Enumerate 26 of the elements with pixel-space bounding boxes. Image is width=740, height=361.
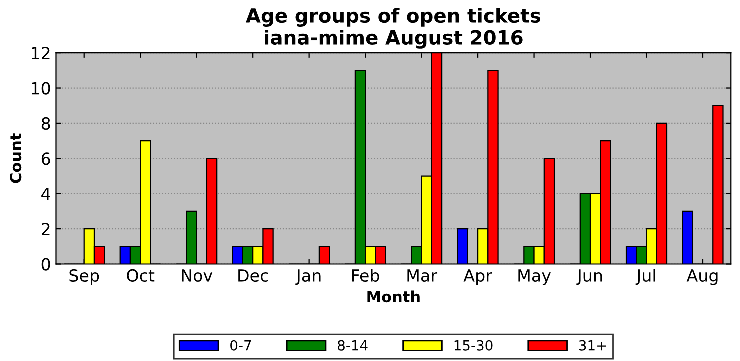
x-tick-label: Apr bbox=[464, 270, 492, 286]
y-tick-label: 10 bbox=[32, 82, 50, 95]
x-tick-label: May bbox=[518, 270, 552, 286]
x-tick-label: Nov bbox=[182, 270, 213, 282]
y-axis-title: Count bbox=[10, 134, 22, 184]
legend-label: 15-30 bbox=[454, 340, 493, 351]
x-tick-label: Mar bbox=[408, 270, 438, 282]
x-tick-label: Aug bbox=[686, 270, 718, 286]
y-tick-label: 0 bbox=[42, 258, 50, 271]
y-tick-label: 2 bbox=[42, 223, 50, 236]
y-tick-label: 8 bbox=[42, 117, 50, 130]
x-tick-label: Jul bbox=[636, 269, 656, 286]
legend-label: 31+ bbox=[579, 340, 606, 351]
x-tick-label: Jan bbox=[296, 270, 321, 286]
legend-label: 8-14 bbox=[338, 340, 368, 351]
x-axis-title: Month bbox=[368, 290, 420, 303]
x-tick-label: Sep bbox=[70, 269, 100, 286]
x-tick-label: Dec bbox=[238, 270, 268, 282]
legend-label: 0-7 bbox=[230, 340, 252, 351]
x-tick-label: Jun bbox=[576, 270, 602, 286]
x-tick-label: Oct bbox=[127, 269, 155, 282]
y-tick-label: 4 bbox=[42, 188, 50, 200]
chart-title: Age groups of open tickets iana-mime August 2016 bbox=[246, 8, 541, 49]
x-tick-label: Feb bbox=[352, 269, 380, 282]
y-tick-label: 6 bbox=[42, 152, 50, 166]
y-tick-label: 12 bbox=[32, 47, 50, 60]
